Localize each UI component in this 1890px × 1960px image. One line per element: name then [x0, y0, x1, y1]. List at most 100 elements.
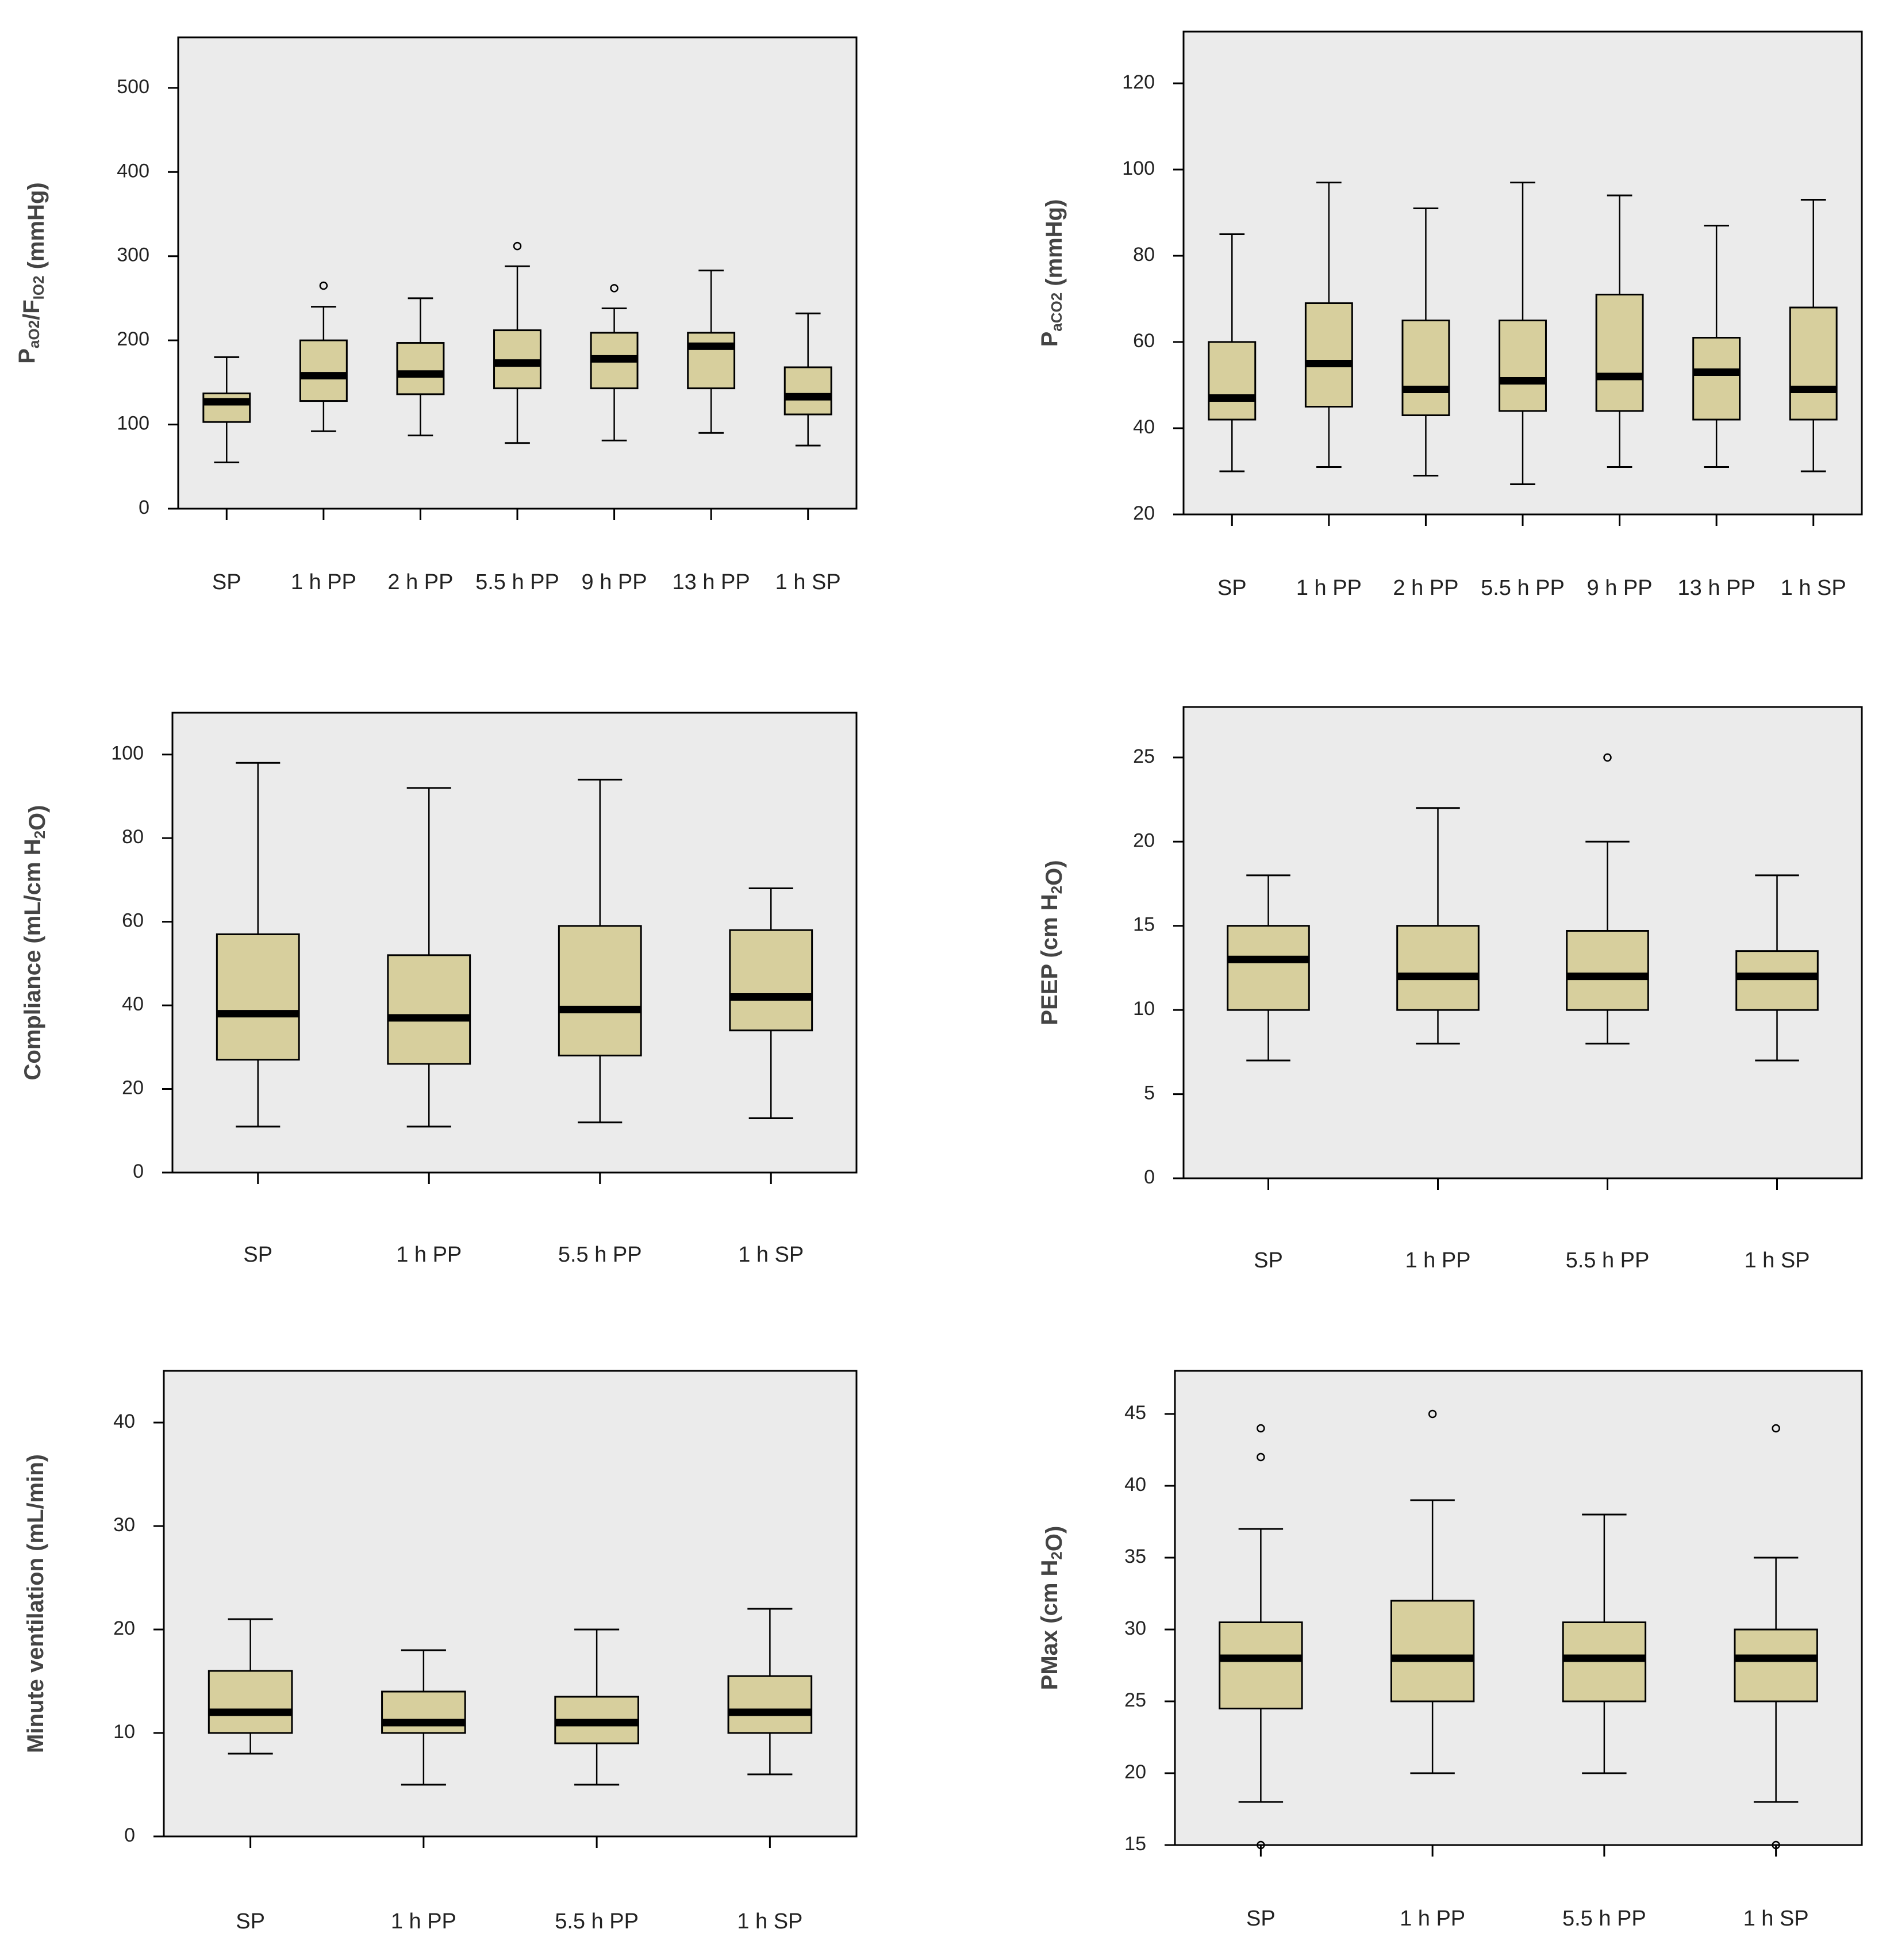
y-tick-label: 25	[1133, 745, 1155, 767]
y-tick-label: 0	[1144, 1166, 1155, 1188]
x-tick-label: 13 h PP	[673, 570, 750, 594]
iqr-box	[299, 339, 348, 402]
box-sp	[1227, 874, 1310, 1062]
y-axis-label: Compliance (mL/cm H2O)	[20, 805, 50, 1081]
y-axis-label: PaO2/FIO2 (mmHg)	[14, 182, 49, 364]
iqr-box	[1208, 341, 1257, 421]
y-tick-label: 300	[117, 244, 149, 266]
x-tick-label: SP	[1246, 1907, 1276, 1931]
y-tick-label: 35	[1124, 1546, 1146, 1567]
y-tick-label: 20	[1133, 829, 1155, 851]
y-tick-label: 5	[1144, 1082, 1155, 1104]
chart-peep: 0 5 10 15 20 25 PEEP (cm H2O) SP 1 h PP 5.5 h PP 1…	[945, 650, 1890, 1299]
x-tick-label: 9 h PP	[582, 570, 647, 594]
iqr-box	[1304, 302, 1353, 408]
x-tick-label: 1 h SP	[1743, 1907, 1809, 1931]
x-tick-label: 1 h SP	[738, 1243, 804, 1267]
boxplot-svg: 15 20 25 30 35 40 45 PMax (cm H2O) SP 1 h PP 5.5 h…	[1037, 1370, 1863, 1931]
y-tick-label: 0	[133, 1160, 144, 1182]
boxplot-svg: 0 100 200 300 400 500 PaO2/FIO2 (mmHg) SP 1 h PP…	[14, 36, 858, 594]
y-tick-label: 500	[117, 76, 149, 98]
y-tick-label: 25	[1124, 1689, 1146, 1711]
x-tick-label: 1 h SP	[775, 570, 841, 594]
y-tick-label: 400	[117, 160, 149, 182]
box-2-h-pp	[396, 297, 445, 437]
y-tick-label: 0	[124, 1824, 135, 1846]
box-sp	[216, 762, 300, 1128]
y-tick-label: 30	[1124, 1617, 1146, 1639]
box-sp	[202, 356, 251, 463]
x-tick-label: 5.5 h PP	[1481, 576, 1565, 600]
outlier-point	[1772, 1424, 1780, 1433]
y-tick-label: 20	[1133, 502, 1155, 524]
y-axis-label: PaCO2 (mmHg)	[1037, 199, 1067, 347]
x-tick-label: 13 h PP	[1678, 576, 1755, 600]
x-tick-label: 1 h PP	[1400, 1907, 1465, 1931]
box-13-h-pp	[687, 270, 736, 434]
iqr-box	[727, 1675, 813, 1734]
x-tick-label: 1 h PP	[291, 570, 356, 594]
box-1-h-sp	[1734, 1424, 1818, 1850]
plot-area	[1174, 1370, 1863, 1846]
x-tick-label: 5.5 h PP	[1562, 1907, 1646, 1931]
box-5_5-h-pp	[1562, 1513, 1647, 1774]
x-tick-label: 5.5 h PP	[1566, 1248, 1650, 1273]
iqr-box	[1227, 925, 1310, 1011]
x-tick-label: SP	[212, 570, 241, 594]
iqr-box	[783, 366, 832, 416]
iqr-box	[493, 329, 541, 390]
iqr-box	[558, 925, 642, 1056]
boxplot-svg: 0 5 10 15 20 25 PEEP (cm H2O) SP 1 h PP 5.5 h PP 1…	[1037, 706, 1863, 1273]
chart-compliance: 0 20 40 60 80 100 Compliance (mL/cm H2O) SP 1 h …	[0, 650, 945, 1299]
y-tick-label: 40	[113, 1411, 135, 1432]
x-tick-label: 1 h PP	[391, 1909, 456, 1934]
y-tick-label: 200	[117, 328, 149, 350]
x-tick-label: SP	[236, 1909, 265, 1934]
box-1-h-sp	[727, 1608, 813, 1775]
y-tick-label: 120	[1122, 71, 1155, 93]
y-tick-label: 20	[113, 1617, 135, 1639]
iqr-box	[687, 332, 736, 390]
boxplot-svg: 20 40 60 80 100 120 PaCO2 (mmHg) SP 1 h PP 2 h PP…	[1037, 30, 1863, 600]
x-tick-label: 5.5 h PP	[475, 570, 559, 594]
iqr-box	[202, 392, 251, 423]
box-1-h-sp	[729, 887, 813, 1119]
iqr-box	[1401, 320, 1450, 416]
iqr-box	[387, 954, 471, 1065]
box-1-h-pp	[1304, 182, 1353, 468]
box-5_5-h-pp	[493, 241, 541, 444]
y-tick-label: 10	[1133, 998, 1155, 1020]
x-tick-label: 9 h PP	[1587, 576, 1653, 600]
x-tick-label: SP	[1254, 1248, 1283, 1273]
boxplot-svg: 0 20 40 60 80 100 Compliance (mL/cm H2O) SP 1 h …	[20, 712, 858, 1267]
x-tick-label: 2 h PP	[387, 570, 453, 594]
y-tick-label: 40	[1133, 416, 1155, 438]
box-sp	[208, 1618, 293, 1755]
x-tick-label: SP	[243, 1243, 272, 1267]
x-tick-label: 5.5 h PP	[558, 1243, 642, 1267]
outlier-point	[1603, 753, 1612, 762]
iqr-box	[216, 933, 300, 1061]
y-axis-label: Minute ventilation (mL/min)	[23, 1454, 48, 1753]
box-1-h-sp	[783, 312, 832, 447]
y-tick-label: 100	[117, 413, 149, 435]
chart-paco2: 20 40 60 80 100 120 PaCO2 (mmHg) SP 1 h PP 2 h PP…	[945, 0, 1890, 650]
y-axis-label: PMax (cm H2O)	[1037, 1526, 1067, 1690]
iqr-box	[1566, 930, 1649, 1011]
box-5_5-h-pp	[558, 778, 642, 1124]
y-tick-label: 80	[1133, 244, 1155, 266]
chart-minute-ventilation: 0 10 20 30 40 Minute ventilation (mL/min) SP 1 …	[0, 1299, 945, 1960]
box-5_5-h-pp	[1499, 182, 1547, 485]
box-1-h-pp	[381, 1649, 466, 1786]
box-1-h-pp	[387, 787, 471, 1128]
box-1-h-pp	[1396, 807, 1480, 1045]
y-tick-label: 30	[113, 1514, 135, 1536]
x-tick-label: 1 h SP	[1781, 576, 1846, 600]
y-tick-label: 80	[122, 826, 144, 848]
box-9-h-pp	[1595, 194, 1644, 468]
iqr-box	[1499, 320, 1547, 412]
iqr-box	[381, 1690, 466, 1734]
box-1-h-sp	[1735, 874, 1819, 1062]
y-tick-label: 20	[122, 1077, 144, 1099]
outlier-point	[1257, 1424, 1265, 1433]
